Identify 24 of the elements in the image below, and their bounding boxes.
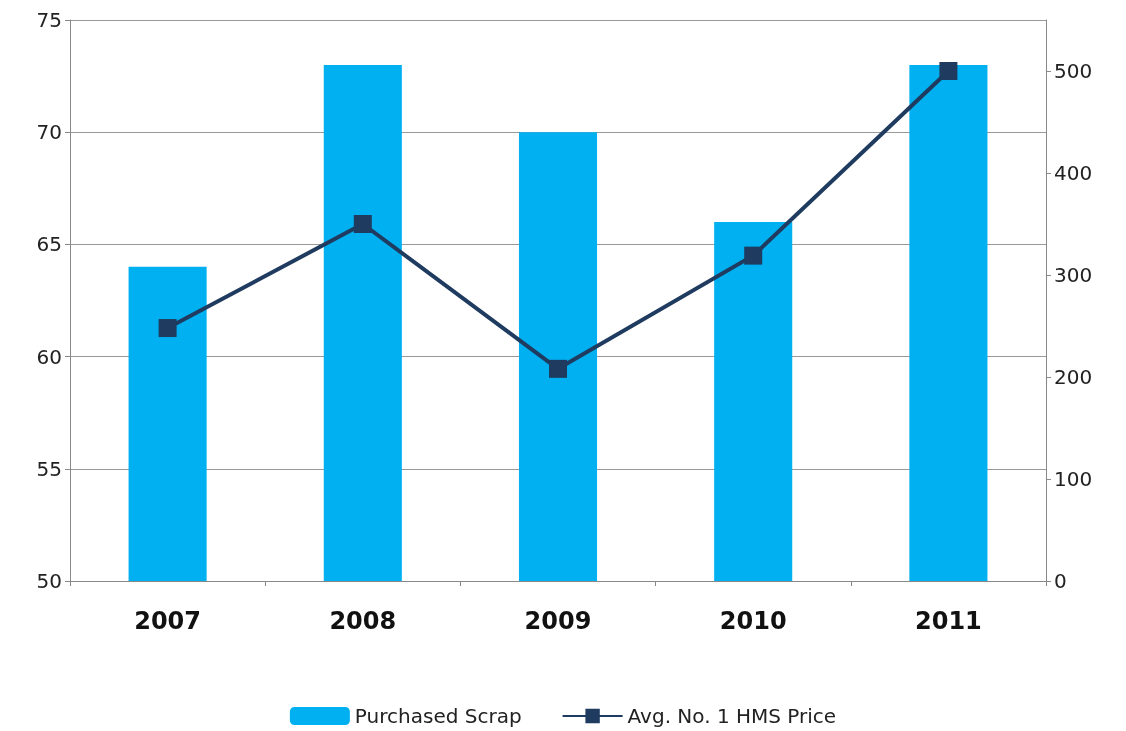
point bbox=[939, 62, 958, 80]
y-tick-label: 55 bbox=[36, 456, 62, 481]
x-tick-label: 2008 bbox=[329, 607, 397, 635]
y-tick-label: 75 bbox=[36, 8, 62, 32]
point bbox=[744, 246, 763, 265]
y2-tick-label: 200 bbox=[1054, 365, 1093, 389]
y-tick-label: 65 bbox=[36, 232, 62, 257]
x-tick-label: 2009 bbox=[524, 607, 592, 635]
y-tick-label: 50 bbox=[36, 569, 62, 593]
x-tick-label: 2007 bbox=[134, 607, 201, 635]
x-tick-label: 2010 bbox=[719, 607, 787, 635]
y2-tick-label: 500 bbox=[1054, 59, 1093, 83]
x-tick-label: 2011 bbox=[915, 607, 982, 635]
y-tick-label: 60 bbox=[36, 344, 62, 369]
point bbox=[353, 215, 372, 233]
point bbox=[549, 359, 567, 378]
legend-label: Avg. No. 1 HMS Price bbox=[627, 704, 837, 728]
y2-tick-label: 0 bbox=[1054, 569, 1067, 593]
y2-tick-label: 300 bbox=[1054, 263, 1093, 287]
legend-label: Purchased Scrap bbox=[354, 704, 522, 728]
point bbox=[158, 319, 177, 338]
y2-tick-label: 400 bbox=[1054, 161, 1093, 185]
y-tick-label: 70 bbox=[36, 120, 62, 145]
y2-tick-label: 100 bbox=[1054, 467, 1093, 491]
